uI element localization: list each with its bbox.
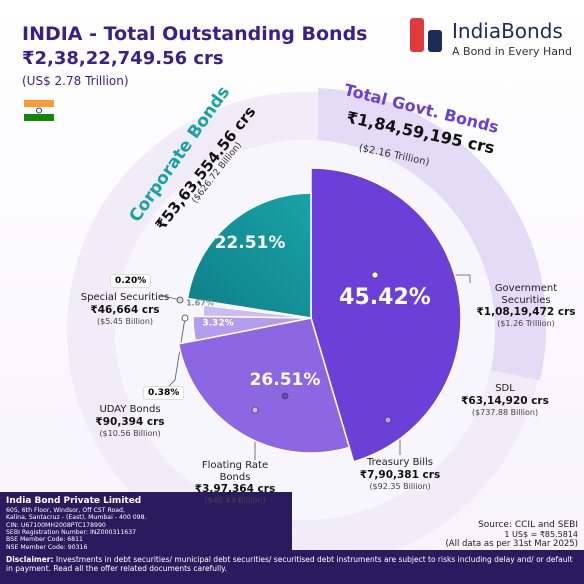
percent-label: 22.51%	[215, 233, 286, 253]
slice-category: SDL	[495, 383, 515, 394]
percent-label: 45.42%	[339, 285, 431, 310]
footer-box	[0, 492, 292, 552]
slice-category: Treasury Bills	[367, 457, 433, 468]
slice-amount: ₹3,97,364 crs	[194, 483, 276, 495]
disclaimer-band	[0, 550, 584, 584]
total: ₹2,38,22,749.56 crs	[22, 48, 224, 69]
leader-dot	[176, 296, 184, 304]
percent-label: 1.67%	[186, 299, 214, 308]
slice-usd: ($5.45 Billion)	[96, 317, 154, 326]
slice-category: UDAY Bonds	[99, 404, 161, 415]
percent-label: 0.38%	[143, 386, 185, 401]
leader-dot	[281, 392, 289, 400]
slice-amount: ₹1,08,19,472 crs	[476, 306, 576, 318]
leader-dot	[181, 314, 189, 322]
company: India Bond Private Limited	[6, 496, 142, 506]
logo-icon	[428, 30, 442, 52]
percent-label: 3.32%	[202, 319, 233, 329]
pie-slice	[177, 317, 351, 454]
title: INDIA - Total Outstanding Bonds	[22, 23, 368, 45]
company-line: Kalina, Santacruz - (East), Mumbai - 400…	[6, 514, 147, 522]
flag	[24, 100, 54, 107]
slice-usd: ($10.56 Billion)	[99, 429, 161, 438]
company-line: CIN: U67100MH2008PTC178990	[6, 521, 106, 529]
tagline: A Bond in Every Hand	[452, 45, 572, 58]
company-line: BSE Member Code: 6811	[6, 536, 83, 544]
percent-label: 0.20%	[110, 274, 152, 289]
as-of: (All data as per 31st Mar 2025)	[445, 539, 578, 549]
slice-usd: ($46.43 Billion)	[204, 496, 266, 505]
slice-category: Special Securities	[80, 292, 170, 303]
flag	[24, 107, 54, 114]
flag	[36, 107, 42, 114]
leader-dot	[371, 271, 379, 279]
slice-category: Government Securities	[494, 283, 558, 306]
percent-label: 26.51%	[250, 370, 321, 390]
pie-slice	[310, 167, 462, 463]
leader-dot	[384, 416, 392, 424]
pie-slice	[192, 315, 312, 342]
brand: IndiaBonds	[452, 19, 563, 43]
rate: 1 US$ = ₹85.5814	[504, 530, 578, 539]
logo-icon	[410, 18, 424, 52]
govt-band	[318, 88, 547, 380]
slice-category: Floating Rate Bonds	[201, 460, 269, 483]
leader-dot	[251, 406, 259, 414]
slice-usd: ($1.26 Trillion)	[497, 319, 555, 328]
disclaimer: Disclaimer: Investments in debt securiti…	[6, 555, 578, 573]
company-line: NSE Member Code: 90316	[6, 543, 88, 551]
flag	[24, 114, 54, 121]
disclaimer-label: Disclaimer:	[6, 555, 54, 564]
total-usd: (US$ 2.78 Trillion)	[22, 74, 129, 88]
slice-amount: ₹46,664 crs	[90, 304, 160, 316]
pie-slice	[186, 192, 312, 319]
slice-usd: ($92.35 Billion)	[369, 482, 431, 491]
source: Source: CCIL and SEBI	[478, 520, 578, 530]
disclaimer-text: Investments in debt securities/ municipa…	[6, 555, 573, 573]
slice-amount: ₹90,394 crs	[95, 416, 165, 428]
slice-amount: ₹7,90,381 crs	[359, 469, 441, 481]
slice-usd: ($737.88 Billion)	[471, 408, 539, 417]
slice-amount: ₹63,14,920 crs	[461, 395, 549, 407]
company-line: 605, 6th Floor, Windsor, Off CST Road,	[6, 507, 125, 514]
company-line: SEBI Registration Number: INZ000311637	[6, 528, 137, 536]
